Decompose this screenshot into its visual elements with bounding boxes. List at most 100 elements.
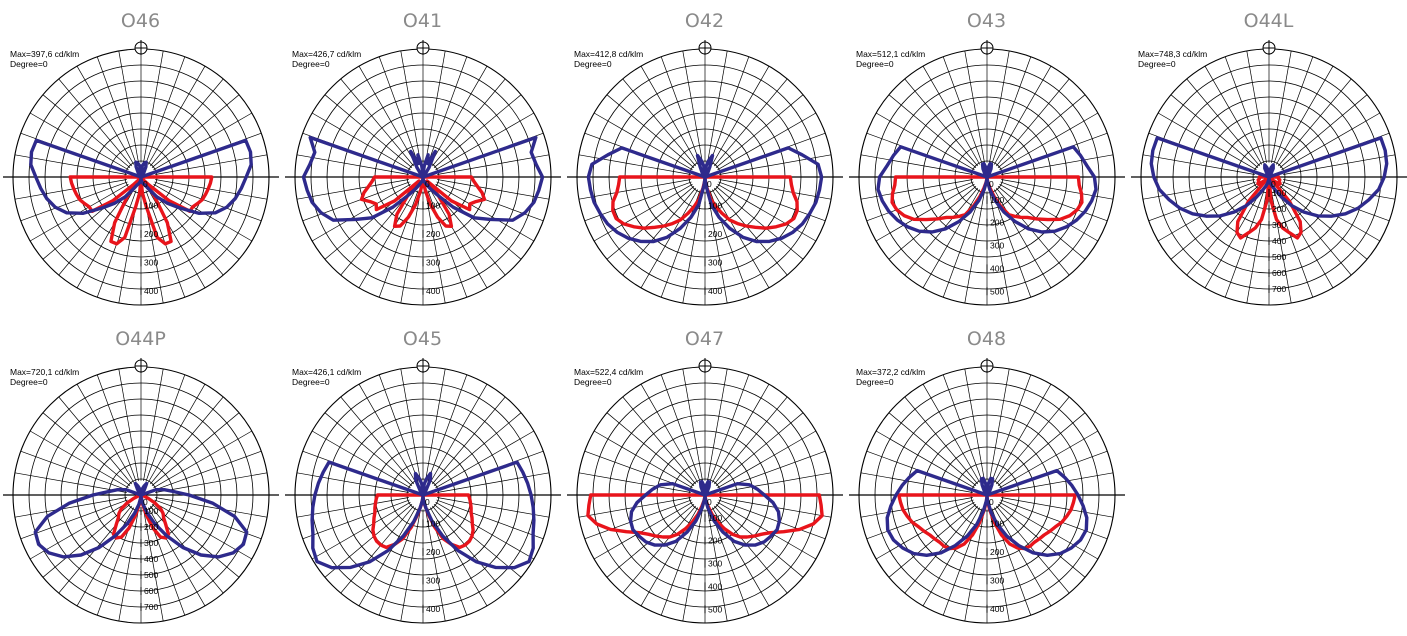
chart-title: O48 [966,328,1007,350]
polar-chart-panel: O44L 100 200 300 400 500 600 700 0 Max=748,3 cd/k… [1128,0,1407,318]
radial-tick-labels: 100 200 300 400 500 [704,513,722,614]
grid-spoke [942,190,983,298]
radial-tick-label: 200 [144,522,158,532]
grid-spoke [1273,56,1314,164]
grid-spoke [1275,189,1334,289]
grid-spoke [147,65,206,165]
chart-title: O46 [120,10,161,32]
grid-spoke [707,191,728,304]
radial-tick-label: 400 [708,581,722,591]
radial-tick-label: 300 [144,538,158,548]
polar-chart-panel: O46 100 200 300 400 0 Max=397,6 cd/klm Degree=0 [0,0,281,318]
grid-spoke [154,499,262,540]
series-curve [29,138,253,215]
grid-spoke [660,374,701,482]
grid-spoke [425,50,446,163]
grid-spoke [76,507,135,607]
grid-spoke [14,154,127,175]
grid-spoke [942,374,983,482]
luminaire-icon [416,40,430,55]
max-intensity-label: Max=522,4 cd/klm [574,367,643,377]
grid-spoke [432,78,506,167]
grid-spoke [860,497,973,518]
grid-spoke [429,65,488,165]
grid-spoke [711,383,770,483]
grid-spoke [296,179,409,200]
radial-tick-label: 600 [144,586,158,596]
grid-spoke [717,501,817,560]
grid-spoke [860,154,973,175]
grid-spoke [1283,154,1396,175]
grid-spoke [1224,190,1265,298]
grid-spoke [875,430,975,489]
grid-spoke [718,499,826,540]
grid-spoke [993,507,1052,607]
grid-spoke [888,94,977,168]
grid-spoke [1001,472,1114,493]
grid-spoke [715,94,804,168]
polar-chart-panel: O42 100 200 300 400 0 Max=412,8 cd/klm Degree=0 [564,0,845,318]
radial-tick-label: 500 [144,570,158,580]
grid-spoke [719,154,832,175]
grid-spoke [118,368,139,481]
grid-spoke [433,412,522,486]
grid-spoke [1282,181,1390,222]
grid-spoke [660,56,701,164]
grid-spoke [593,112,693,171]
grid-spoke [888,504,977,578]
grid-spoke [42,94,131,168]
radial-tick-label: 200 [426,547,440,557]
grid-spoke [707,50,728,163]
grid-spoke [155,154,268,175]
grid-spoke [58,187,132,276]
grid-spoke [29,112,129,171]
grid-spoke [888,412,977,486]
grid-spoke [150,78,224,167]
grid-spoke [714,396,788,485]
grid-spoke [996,505,1070,594]
grid-spoke [999,183,1099,242]
grid-spoke [996,396,1070,485]
radial-tick-label: 100 [426,518,440,528]
series-curve [310,460,536,570]
polar-diagram: 100 200 300 400 500 600 700 0 Max=720,1 cd/klmDe… [3,358,279,624]
radial-tick-label: 400 [426,604,440,614]
grid-spoke [429,189,488,289]
grid-spoke [1273,190,1314,298]
grid-spoke [296,497,409,518]
polar-chart-panel: O45 100 200 300 400 0 Max=426,1 cd/klm Degree=0 [282,318,563,636]
max-intensity-label: Max=426,7 cd/klm [292,49,361,59]
grid-spoke [922,65,981,165]
radial-tick-labels: 100 200 300 400 500 600 700 [1268,188,1286,294]
radial-tick-label: 300 [990,575,1004,585]
grid-spoke [1246,50,1267,163]
grid-spoke [437,497,550,518]
grid-spoke [20,450,128,491]
luminaire-icon [134,40,148,55]
grid-spoke [719,472,832,493]
grid-spoke [358,507,417,607]
grid-spoke [143,368,164,481]
grid-spoke [1157,183,1257,242]
grid-spoke [989,50,1010,163]
radial-tick-label: 100 [990,195,1004,205]
grid-spoke [296,154,409,175]
grid-spoke [682,509,703,622]
luminaire-icon [980,358,994,373]
grid-spoke [1148,181,1256,222]
chart-title: O43 [966,10,1007,32]
grid-spoke [997,504,1086,578]
grid-spoke [1271,50,1292,163]
grid-spoke [904,78,978,167]
grid-spoke [147,383,206,483]
grid-spoke [29,430,129,489]
grid-spoke [435,183,535,242]
grid-spoke [1281,183,1381,242]
grid-spoke [996,78,1070,167]
grid-spoke [997,94,1086,168]
chart-title: O47 [684,328,725,350]
polar-chart-panel: O47 100 200 300 400 500 0 Max=522,4 cd/klm Degre… [564,318,845,636]
degree-label: Degree=0 [856,59,894,69]
grid-spoke [1170,186,1259,260]
